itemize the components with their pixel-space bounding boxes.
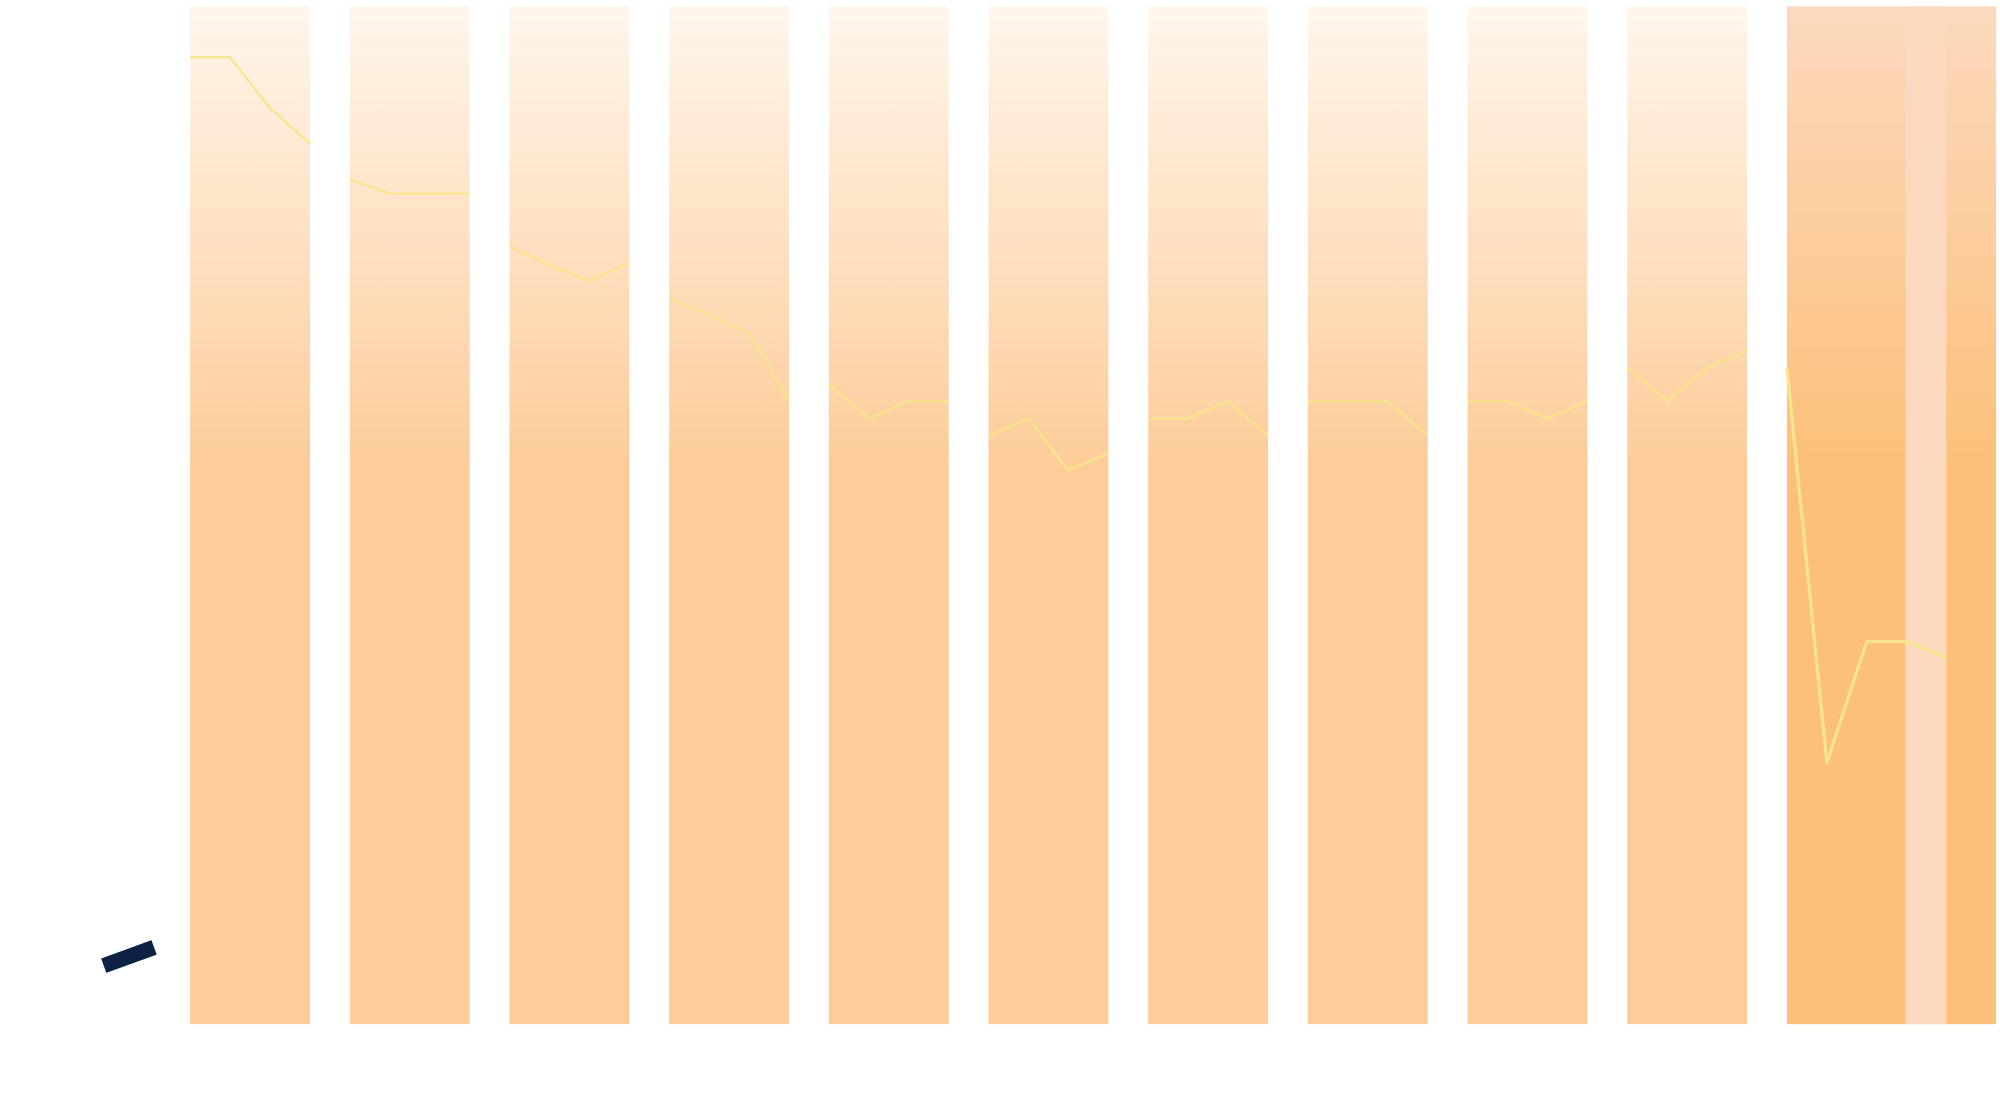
line: [1148, 400, 1269, 437]
column: [1307, 6, 1428, 1025]
column-highlight: [1905, 6, 1947, 1025]
column: [1148, 6, 1269, 1025]
column: [988, 6, 1109, 1025]
marker: [101, 940, 157, 973]
column: [509, 6, 630, 1025]
line: [668, 297, 790, 402]
line: [1626, 349, 1748, 403]
line: [828, 383, 949, 420]
line: [1785, 367, 1948, 765]
column: [828, 6, 949, 1025]
column: [1786, 6, 1997, 1025]
line: [509, 245, 630, 283]
line: [190, 56, 311, 145]
line: [349, 178, 470, 195]
column: [669, 6, 790, 1025]
column: [190, 6, 311, 1025]
line: [1467, 400, 1588, 420]
line: [1307, 400, 1429, 437]
column: [1467, 6, 1588, 1025]
column: [1627, 6, 1748, 1025]
line: [988, 417, 1109, 472]
column: [349, 6, 470, 1025]
